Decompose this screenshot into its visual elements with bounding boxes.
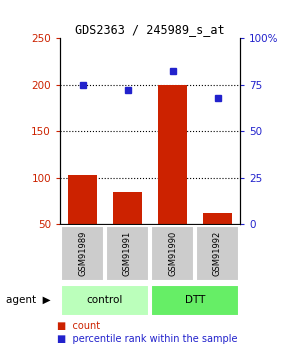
Text: ■  count: ■ count <box>57 321 100 331</box>
Text: GSM91990: GSM91990 <box>168 231 177 276</box>
Bar <box>106 226 148 281</box>
Bar <box>152 285 239 316</box>
Text: ■  percentile rank within the sample: ■ percentile rank within the sample <box>57 334 238 344</box>
Bar <box>68 175 97 224</box>
Bar <box>61 285 149 316</box>
Text: GDS2363 / 245989_s_at: GDS2363 / 245989_s_at <box>75 23 225 36</box>
Bar <box>196 226 239 281</box>
Bar <box>158 85 187 224</box>
Text: control: control <box>87 295 123 305</box>
Bar <box>152 226 194 281</box>
Bar <box>203 213 232 224</box>
Text: DTT: DTT <box>185 295 205 305</box>
Bar <box>113 192 142 224</box>
Bar <box>61 226 104 281</box>
Text: agent  ▶: agent ▶ <box>6 295 51 305</box>
Text: GSM91989: GSM91989 <box>78 231 87 276</box>
Text: GSM91991: GSM91991 <box>123 231 132 276</box>
Text: GSM91992: GSM91992 <box>213 231 222 276</box>
